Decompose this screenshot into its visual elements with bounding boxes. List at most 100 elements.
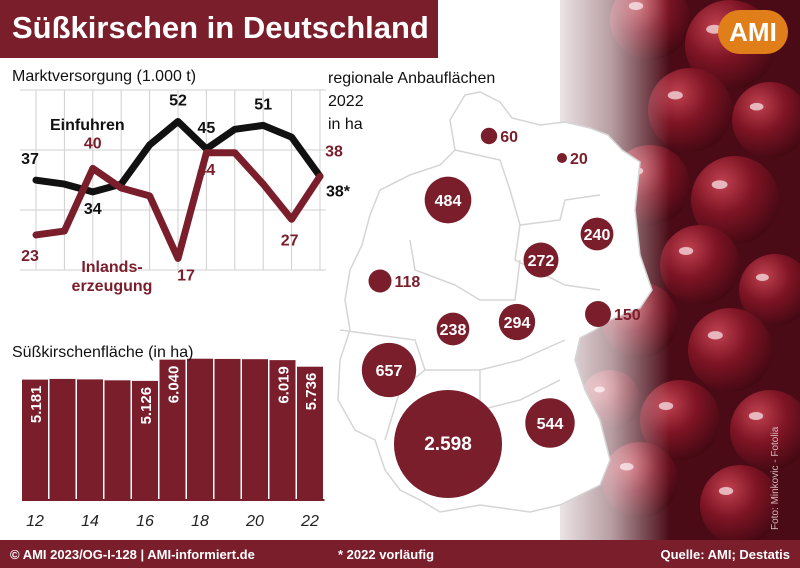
bar-21 (269, 360, 296, 500)
bar-16 (132, 380, 158, 500)
bar-13 (49, 378, 76, 500)
data-point (149, 144, 151, 146)
data-point (262, 124, 264, 126)
data-label: 38 (325, 143, 343, 160)
series-label-einfuhren: Einfuhren (50, 117, 125, 134)
x-tick-label: 14 (81, 513, 99, 530)
data-point (262, 183, 264, 185)
bubble-sachsen-anhalt (523, 242, 559, 278)
data-point (319, 175, 321, 177)
bar-15 (104, 380, 131, 500)
bar-19 (214, 358, 241, 500)
cherry (688, 308, 772, 392)
map-title-line-2: 2022 (328, 93, 364, 110)
data-point (177, 257, 179, 259)
bar-14 (77, 379, 103, 500)
data-point (234, 128, 236, 130)
data-label: 45 (198, 120, 216, 137)
copyright: © AMI 2023/OG-I-128 | AMI-informiert.de (10, 547, 255, 562)
cherry-highlight (667, 91, 683, 100)
bubble-label: 118 (395, 274, 421, 291)
data-point (177, 120, 179, 122)
data-point (35, 234, 37, 236)
logo-text: AMI (729, 17, 777, 47)
cherry (691, 156, 779, 244)
bubble-label: 544 (537, 416, 564, 433)
region-bubbles: 60 20 484 240 272 118 150 238 294 657 2.598 544 (361, 127, 641, 499)
data-point (149, 195, 151, 197)
bubble-label: 2.598 (424, 434, 472, 455)
bubble-label: 238 (440, 322, 467, 339)
bar-value-label: 5.181 (28, 386, 45, 424)
data-label: 38* (326, 183, 351, 200)
bubble-label: 484 (435, 193, 462, 210)
x-tick-label: 18 (191, 513, 209, 530)
cherry-highlight (678, 247, 694, 255)
bubble-label: 240 (584, 227, 611, 244)
series-label-inlandserzeugung: erzeugung (72, 278, 153, 295)
cherry (660, 225, 740, 305)
data-point (35, 179, 37, 181)
bubble-sachsen (585, 301, 611, 327)
ami-logo: AMI (718, 10, 788, 54)
bubble-rheinland-pfalz (361, 342, 417, 398)
data-label: 37 (21, 151, 39, 168)
cherry (732, 82, 800, 158)
data-point (291, 218, 293, 220)
data-point (63, 183, 65, 185)
bubble-label: 60 (500, 129, 518, 146)
bar-20 (242, 359, 268, 500)
bubble-nordrhein-westfalen (368, 269, 392, 293)
photo-credit: Foto: Minkovic - Fotolia (770, 426, 781, 530)
bar-12 (22, 379, 48, 500)
map-title-line-3: in ha (328, 116, 363, 133)
bar-18 (187, 358, 213, 500)
bar-value-label: 5.126 (138, 387, 155, 425)
data-label: 44 (198, 162, 216, 179)
cherry (739, 254, 800, 326)
bubble-bayern (525, 398, 575, 448)
bar-chart-title: Süßkirschenfläche (in ha) (12, 344, 194, 361)
bubble-brandenburg (580, 217, 614, 251)
bar-value-label: 6.019 (276, 366, 293, 404)
bubble-label: 657 (376, 363, 403, 380)
page-title: Süßkirschen in Deutschland (12, 10, 429, 45)
data-point (120, 187, 122, 189)
x-tick-label: 12 (26, 513, 44, 530)
x-tick-label: 16 (136, 513, 154, 530)
title-bar: Süßkirschen in Deutschland (0, 0, 438, 58)
source: Quelle: AMI; Destatis (660, 547, 790, 562)
cherry-highlight (749, 102, 764, 111)
data-label: 52 (169, 92, 187, 109)
data-label: 51 (254, 96, 272, 113)
data-label: 40 (84, 135, 102, 152)
data-point (92, 191, 94, 193)
data-label: 27 (281, 232, 299, 249)
data-point (63, 230, 65, 232)
data-point (291, 136, 293, 138)
line-chart: 37 34 52 45 51 38* 23 40 17 44 27 38 Einfuhren Inland… (21, 92, 351, 295)
cherry (730, 390, 800, 470)
cherry-highlight (748, 412, 764, 420)
bubble-baden-w-rttemberg (393, 389, 503, 499)
line-chart-title: Marktversorgung (1.000 t) (12, 68, 197, 85)
bar-chart: 5.181 5.126 6.040 6.019 5.736 12 14 16 18 20 22 (22, 358, 325, 530)
series-label-inlandserzeugung: Inlands- (81, 259, 142, 276)
bubble-hessen (436, 312, 470, 346)
map-title-line-1: regionale Anbauflächen (328, 70, 496, 87)
bubble-th-ringen (498, 303, 536, 341)
x-tick-label: 20 (245, 513, 264, 530)
footnote: * 2022 vorläufig (338, 547, 435, 562)
data-point (205, 148, 207, 150)
bubble-label: 20 (570, 151, 588, 168)
cherry-highlight (707, 331, 723, 340)
cherry-highlight (718, 487, 734, 495)
bar-22 (297, 366, 323, 500)
data-label: 34 (84, 201, 102, 218)
bubble-label: 150 (614, 307, 641, 324)
data-label: 23 (21, 248, 39, 265)
data-point (234, 152, 236, 154)
bar-value-label: 5.736 (303, 373, 320, 411)
cherry-highlight (711, 180, 728, 190)
